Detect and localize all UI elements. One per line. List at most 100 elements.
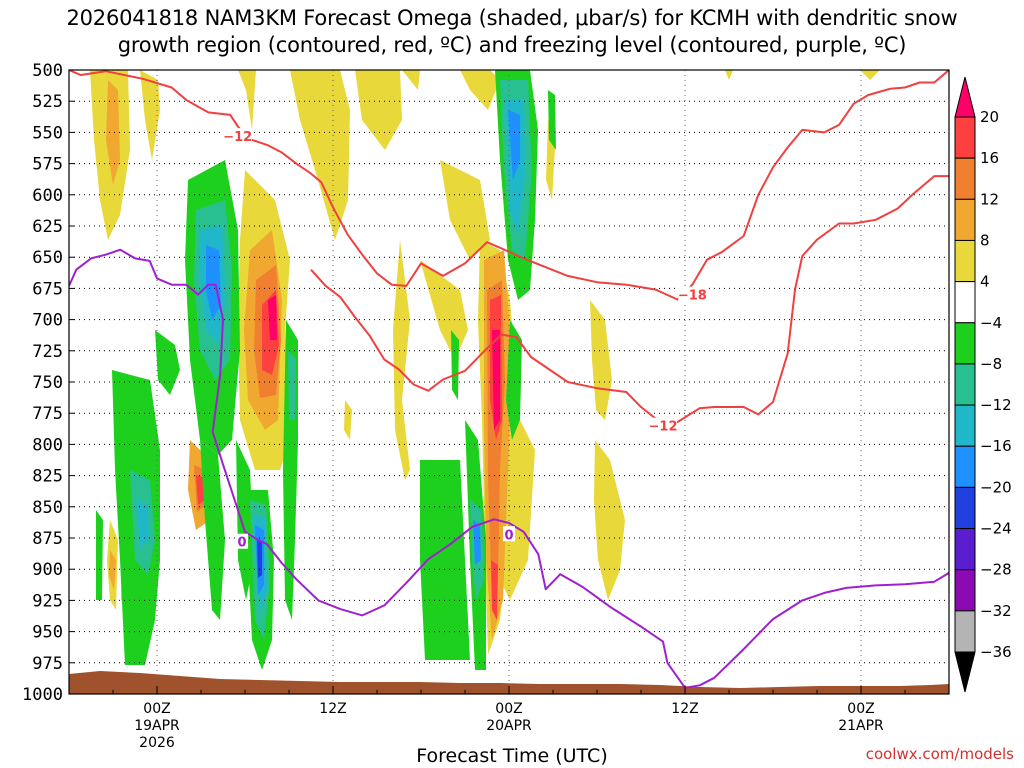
y-tick-label: 975: [32, 654, 63, 674]
y-tick-label: 825: [32, 467, 63, 487]
chart-title-line-1: 2026041818 NAM3KM Forecast Omega (shaded…: [66, 6, 958, 30]
contour-label-bg: [678, 286, 707, 302]
colorbar-label: 20: [980, 108, 999, 126]
x-tick-label: 00Z: [495, 701, 522, 717]
omega-region: [140, 70, 160, 160]
omega-region: [491, 560, 498, 620]
omega-region: [200, 440, 225, 620]
colorbar-swatch: [954, 322, 976, 365]
colorbar: 20 16 12 8 4 −4 −8 −12 −16 −20 −24 −28 −32 −36: [954, 76, 1012, 693]
y-axis: 500 525 550 575 600 625 650 675 700 725 750 775 800 8…: [22, 61, 75, 705]
contour-line: [310, 175, 949, 426]
colorbar-label: −16: [980, 437, 1012, 455]
credit-text: coolwx.com/models: [865, 745, 1014, 763]
omega-region: [96, 510, 103, 600]
omega-region: [460, 70, 500, 110]
x-tick-label: 12Z: [319, 701, 346, 717]
omega-region: [355, 70, 402, 150]
colorbar-swatch: [954, 569, 976, 612]
colorbar-label: −24: [980, 520, 1012, 538]
colorbar-label: −12: [980, 396, 1012, 414]
x-tick-label: 19APR: [134, 718, 180, 734]
omega-region: [257, 540, 262, 578]
contour-label: 0: [504, 528, 513, 543]
omega-region: [288, 350, 296, 420]
y-tick-label: 750: [32, 373, 63, 393]
omega-region: [492, 330, 500, 430]
y-tick-label: 600: [32, 186, 63, 206]
colorbar-swatch: [954, 610, 976, 653]
colorbar-label: 4: [980, 273, 990, 291]
x-tick-label: 00Z: [847, 701, 874, 717]
contour-label-bg: [649, 417, 677, 433]
y-tick-label: 950: [32, 623, 63, 643]
contour-line: [69, 248, 949, 689]
omega-region: [106, 80, 120, 185]
y-tick-label: 625: [32, 217, 63, 237]
y-tick-label: 900: [32, 560, 63, 580]
colorbar-label: −20: [980, 478, 1012, 496]
x-tick-label: 00Z: [143, 701, 170, 717]
omega-region: [206, 245, 221, 320]
omega-region: [440, 160, 490, 260]
colorbar-swatch: [954, 363, 976, 406]
contour-label-bg: [223, 128, 252, 144]
omega-region: [109, 550, 116, 590]
y-tick-label: 700: [32, 311, 63, 331]
y-tick-label: 800: [32, 435, 63, 455]
colorbar-label: −4: [980, 314, 1002, 332]
colorbar-swatch: [954, 404, 976, 447]
omega-region: [290, 70, 350, 240]
x-tick-label: 12Z: [671, 701, 698, 717]
y-tick-label: 650: [32, 248, 63, 268]
y-tick-label: 550: [32, 123, 63, 143]
colorbar-extend-bottom: [954, 651, 976, 693]
colorbar-swatch: [954, 281, 976, 324]
contour-label-bg: [503, 526, 515, 542]
colorbar-label: 8: [980, 231, 990, 249]
omega-region: [268, 295, 277, 340]
y-tick-label: 725: [32, 342, 63, 362]
colorbar-swatch: [954, 528, 976, 571]
colorbar-swatch: [954, 198, 976, 241]
omega-region: [402, 70, 420, 90]
terrain: [69, 671, 949, 694]
contour-label: 0: [238, 536, 247, 551]
omega-region: [508, 110, 520, 180]
omega-region: [594, 440, 625, 600]
chart-title-line-2: growth region (contoured, red, ºC) and f…: [117, 33, 907, 57]
omega-region: [393, 240, 410, 480]
x-tick-label: 21APR: [838, 718, 884, 734]
x-tick-label: 20APR: [486, 718, 532, 734]
omega-region: [860, 70, 880, 80]
contour-label: −12: [649, 420, 678, 435]
x-axis-title: Forecast Time (UTC): [416, 745, 608, 767]
omega-region: [451, 330, 459, 400]
contour-label-bg: [236, 533, 249, 549]
x-tick-label: 2026: [139, 735, 175, 751]
y-tick-label: 525: [32, 92, 63, 112]
y-tick-label: 675: [32, 279, 63, 299]
colorbar-label: −36: [980, 643, 1012, 661]
colorbar-swatch: [954, 486, 976, 530]
colorbar-label: −32: [980, 602, 1012, 620]
contour-label: −18: [678, 289, 707, 304]
y-tick-label: 850: [32, 498, 63, 518]
omega-region: [548, 90, 556, 150]
omega-region: [136, 500, 149, 548]
omega-region: [420, 260, 468, 360]
omega-region: [155, 330, 180, 395]
colorbar-label: −28: [980, 561, 1012, 579]
omega-region: [344, 400, 352, 440]
omega-shading: [69, 70, 949, 694]
omega-region: [473, 520, 481, 565]
y-tick-label: 575: [32, 155, 63, 175]
y-tick-label: 875: [32, 529, 63, 549]
colorbar-swatch: [954, 445, 976, 488]
colorbar-extend-top: [954, 76, 976, 118]
colorbar-swatch: [954, 239, 976, 283]
omega-region: [238, 70, 256, 130]
y-tick-label: 500: [32, 61, 63, 81]
